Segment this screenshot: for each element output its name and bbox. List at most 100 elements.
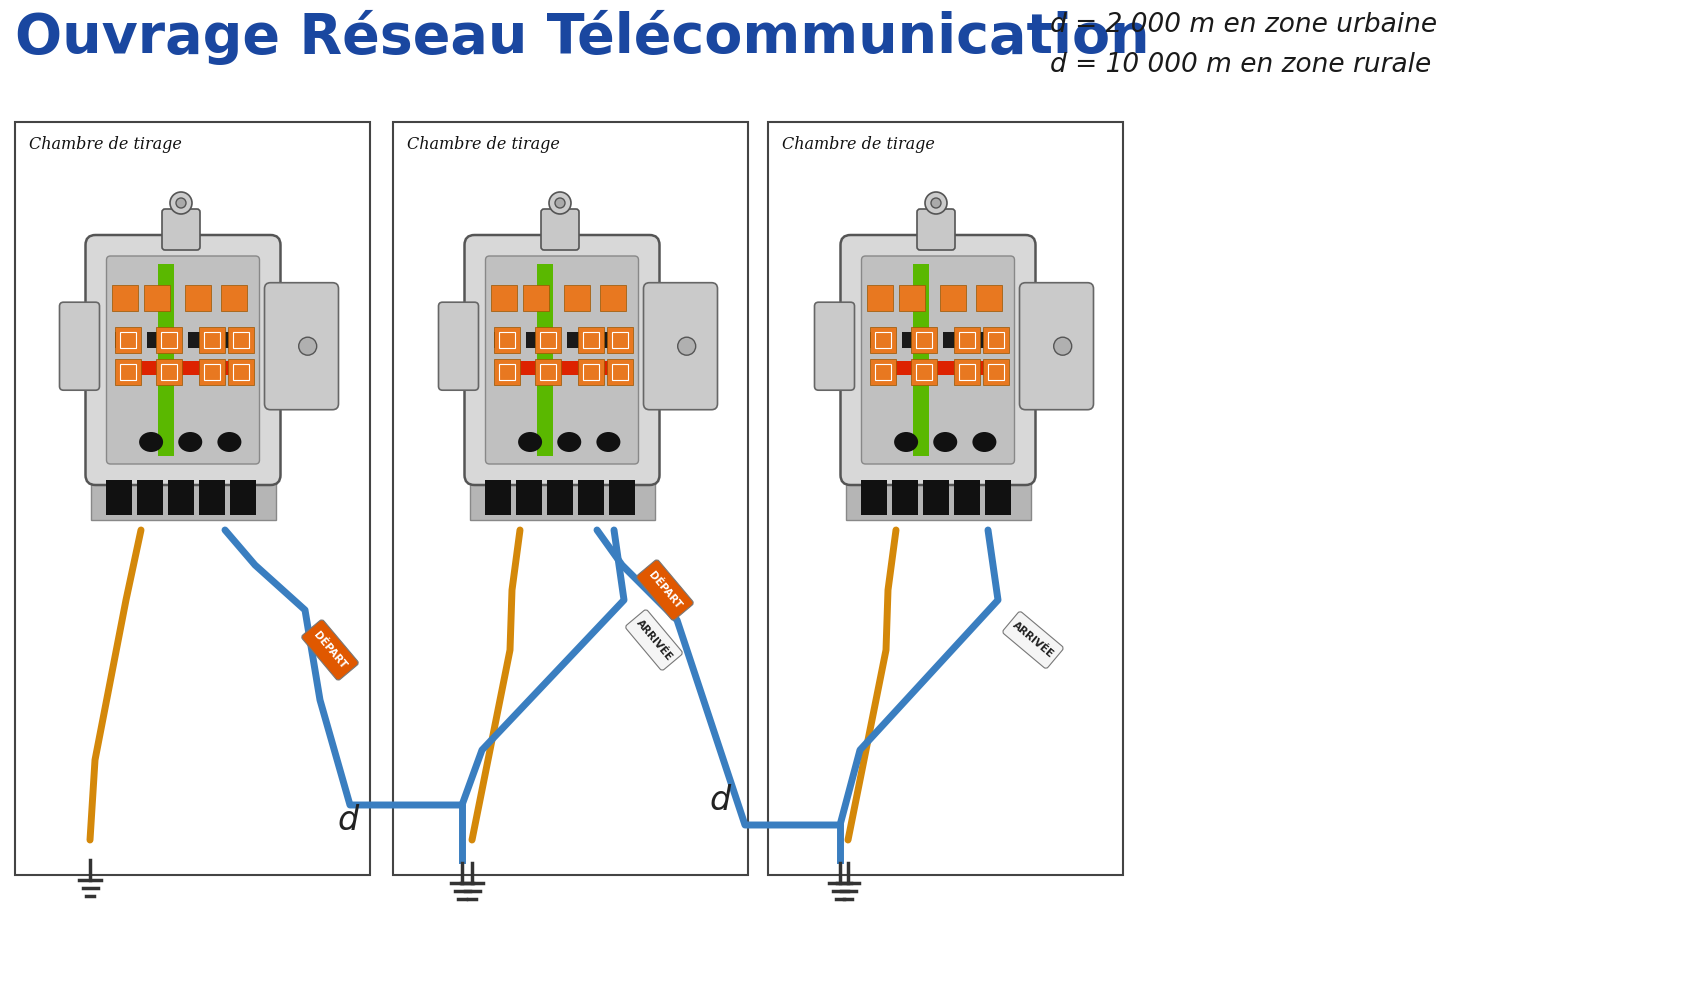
Circle shape	[298, 337, 317, 355]
Bar	[485, 480, 510, 515]
FancyBboxPatch shape	[814, 302, 855, 390]
FancyBboxPatch shape	[485, 256, 638, 464]
Bar	[563, 285, 590, 311]
Bar	[120, 332, 136, 348]
Text: Chambre de tirage: Chambre de tirage	[29, 136, 181, 153]
Circle shape	[1053, 337, 1072, 355]
Bar	[870, 359, 895, 385]
Bar	[115, 332, 136, 348]
Bar	[494, 327, 521, 353]
Bar	[227, 327, 254, 353]
Bar	[500, 361, 624, 375]
Bar	[15, 122, 370, 875]
FancyBboxPatch shape	[302, 620, 358, 680]
Bar	[975, 285, 1002, 311]
Bar	[607, 359, 633, 385]
FancyBboxPatch shape	[541, 209, 578, 250]
Bar	[953, 359, 980, 385]
Circle shape	[924, 192, 946, 214]
Bar	[578, 327, 604, 353]
Bar	[539, 332, 556, 348]
Bar	[609, 480, 634, 515]
Bar	[923, 480, 948, 515]
Text: d: d	[338, 803, 358, 837]
Ellipse shape	[972, 432, 996, 452]
Bar	[875, 364, 890, 380]
Ellipse shape	[558, 432, 582, 452]
Ellipse shape	[597, 432, 621, 452]
Bar	[979, 332, 999, 348]
Bar	[156, 359, 181, 385]
FancyBboxPatch shape	[918, 209, 955, 250]
Bar	[198, 480, 224, 515]
Text: d = 2 000 m en zone urbaine: d = 2 000 m en zone urbaine	[1050, 12, 1437, 38]
Bar	[539, 364, 556, 380]
Bar	[958, 332, 975, 348]
Bar	[875, 361, 1001, 375]
Ellipse shape	[894, 432, 918, 452]
FancyBboxPatch shape	[265, 283, 339, 410]
Bar	[607, 327, 633, 353]
Bar	[185, 285, 210, 311]
Bar	[870, 327, 895, 353]
Text: Chambre de tirage: Chambre de tirage	[407, 136, 560, 153]
Bar	[602, 332, 622, 348]
Bar	[188, 332, 207, 348]
FancyBboxPatch shape	[1019, 283, 1094, 410]
Bar	[860, 480, 887, 515]
Bar	[115, 327, 141, 353]
Bar	[989, 332, 1004, 348]
Bar	[875, 332, 890, 348]
Bar	[516, 480, 541, 515]
FancyBboxPatch shape	[107, 256, 259, 464]
Bar	[499, 364, 516, 380]
Bar	[846, 475, 1031, 520]
Bar	[867, 285, 894, 311]
Bar	[768, 122, 1123, 875]
Bar	[912, 264, 929, 456]
Bar	[984, 359, 1009, 385]
Bar	[470, 475, 655, 520]
Bar	[536, 264, 553, 456]
Bar	[204, 332, 220, 348]
Circle shape	[170, 192, 192, 214]
Bar	[232, 364, 249, 380]
FancyBboxPatch shape	[465, 235, 660, 485]
Text: DÉPART: DÉPART	[312, 630, 348, 670]
Bar	[612, 364, 628, 380]
Bar	[120, 364, 136, 380]
Bar	[583, 332, 599, 348]
Bar	[90, 475, 275, 520]
Ellipse shape	[139, 432, 163, 452]
Bar	[148, 332, 166, 348]
Bar	[583, 364, 599, 380]
Bar	[916, 332, 931, 348]
Text: ARRIVÉE: ARRIVÉE	[1011, 620, 1055, 660]
Bar	[220, 285, 246, 311]
Bar	[534, 359, 560, 385]
FancyBboxPatch shape	[439, 302, 478, 390]
Circle shape	[678, 337, 695, 355]
Bar	[227, 359, 254, 385]
Circle shape	[555, 198, 565, 208]
Bar	[989, 364, 1004, 380]
Ellipse shape	[178, 432, 202, 452]
FancyBboxPatch shape	[862, 256, 1014, 464]
Bar	[578, 480, 604, 515]
Ellipse shape	[517, 432, 543, 452]
FancyBboxPatch shape	[636, 560, 694, 620]
FancyBboxPatch shape	[626, 610, 682, 670]
Bar	[232, 332, 249, 348]
Bar	[198, 327, 226, 353]
Bar	[522, 285, 550, 311]
Text: ARRIVÉE: ARRIVÉE	[634, 618, 673, 662]
Circle shape	[176, 198, 187, 208]
FancyBboxPatch shape	[841, 235, 1036, 485]
Bar	[953, 327, 980, 353]
Bar	[120, 361, 246, 375]
Ellipse shape	[217, 432, 241, 452]
Circle shape	[931, 198, 941, 208]
Bar	[494, 359, 521, 385]
Bar	[204, 364, 220, 380]
Bar	[958, 364, 975, 380]
